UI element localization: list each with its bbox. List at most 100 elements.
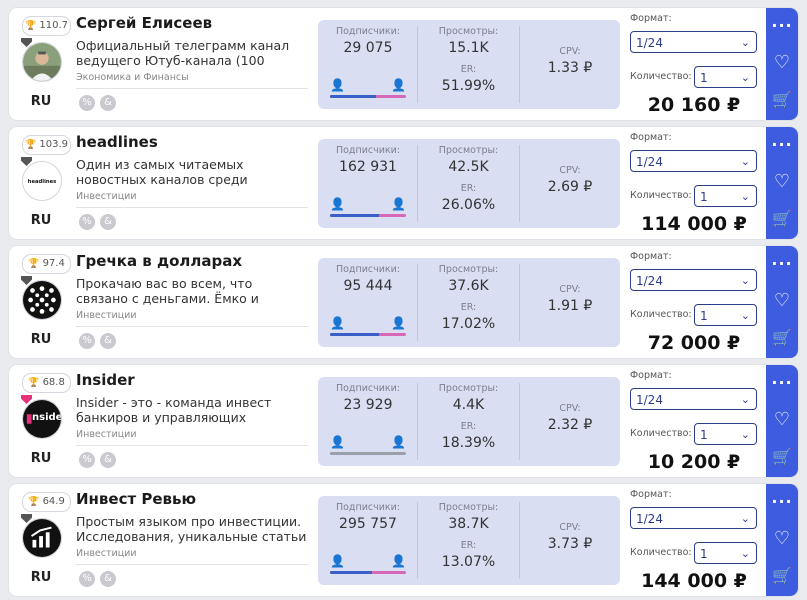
gender-distribution: 👤 👤 bbox=[330, 554, 406, 574]
add-to-cart-icon[interactable]: 🛒 bbox=[772, 447, 792, 466]
gender-distribution: 👤 👤 bbox=[330, 316, 406, 336]
format-select[interactable]: 1/24 ⌄ bbox=[630, 388, 757, 410]
rating-value: 64.9 bbox=[42, 496, 65, 507]
handshake-icon[interactable]: & bbox=[100, 333, 116, 349]
channel-avatar[interactable] bbox=[22, 280, 62, 320]
percent-icon[interactable]: % bbox=[79, 571, 95, 587]
percent-icon[interactable]: % bbox=[79, 452, 95, 468]
chevron-down-icon: ⌄ bbox=[740, 155, 750, 168]
gender-distribution: 👤 👤 bbox=[330, 78, 406, 98]
heart-icon[interactable]: ♡ bbox=[773, 290, 791, 311]
views-value: 4.4K bbox=[452, 397, 485, 413]
actions-column: ··· ♡ 🛒 bbox=[766, 246, 798, 358]
channel-card[interactable]: 🏆 64.9 RU Инвест Ревью Простым языком пр… bbox=[9, 484, 798, 596]
female-icon: 👤 bbox=[391, 78, 406, 92]
heart-icon[interactable]: ♡ bbox=[773, 171, 791, 192]
price: 10 200 ₽ bbox=[647, 451, 741, 473]
chevron-down-icon: ⌄ bbox=[740, 309, 750, 322]
channel-title[interactable]: Гречка в долларах bbox=[76, 252, 243, 270]
stats-panel: Подписчики: 23 929 👤 👤 Просмотры: 4.4K E… bbox=[318, 377, 620, 466]
language-label: RU bbox=[30, 94, 52, 109]
cpv-label: CPV: bbox=[559, 403, 581, 414]
avatar-logo-text: nsider bbox=[32, 412, 62, 423]
channel-avatar[interactable] bbox=[22, 518, 62, 558]
views-label: Просмотры: bbox=[438, 26, 499, 37]
quantity-select[interactable]: 1 ⌄ bbox=[694, 304, 757, 326]
quantity-select[interactable]: 1 ⌄ bbox=[694, 423, 757, 445]
format-select[interactable]: 1/24 ⌄ bbox=[630, 269, 757, 291]
format-label: Формат: bbox=[630, 489, 672, 500]
handshake-icon[interactable]: & bbox=[100, 452, 116, 468]
quantity-select[interactable]: 1 ⌄ bbox=[694, 542, 757, 564]
rating-value: 110.7 bbox=[39, 20, 69, 31]
cpv-value: 3.73 ₽ bbox=[547, 536, 593, 552]
channel-card[interactable]: 🏆 103.9 headlines RU headlines Один из с… bbox=[9, 127, 798, 239]
format-select[interactable]: 1/24 ⌄ bbox=[630, 150, 757, 172]
trophy-icon: 🏆 bbox=[24, 21, 37, 31]
cpv-label: CPV: bbox=[559, 165, 581, 176]
divider bbox=[76, 88, 308, 89]
more-icon[interactable]: ··· bbox=[771, 16, 793, 35]
stats-panel: Подписчики: 95 444 👤 👤 Просмотры: 37.6K … bbox=[318, 258, 620, 347]
price: 72 000 ₽ bbox=[647, 332, 741, 354]
add-to-cart-icon[interactable]: 🛒 bbox=[772, 328, 792, 347]
channel-card[interactable]: 🏆 110.7 RU Сергей Елисеев Официальный те… bbox=[9, 8, 798, 120]
percent-icon[interactable]: % bbox=[79, 214, 95, 230]
add-to-cart-icon[interactable]: 🛒 bbox=[772, 209, 792, 228]
format-value: 1/24 bbox=[636, 393, 663, 407]
heart-icon[interactable]: ♡ bbox=[773, 409, 791, 430]
more-icon[interactable]: ··· bbox=[771, 135, 793, 154]
er-label: ER: bbox=[460, 540, 477, 551]
heart-icon[interactable]: ♡ bbox=[773, 528, 791, 549]
chevron-down-icon: ⌄ bbox=[740, 274, 750, 287]
percent-icon[interactable]: % bbox=[79, 333, 95, 349]
er-label: ER: bbox=[460, 64, 477, 75]
channel-card[interactable]: 🏆 68.8 nsider RU Insider Insider - это -… bbox=[9, 365, 798, 477]
female-icon: 👤 bbox=[391, 197, 406, 211]
percent-icon[interactable]: % bbox=[79, 95, 95, 111]
chevron-down-icon: ⌄ bbox=[740, 428, 750, 441]
channel-avatar[interactable]: headlines bbox=[22, 161, 62, 201]
channel-avatar[interactable] bbox=[22, 42, 62, 82]
channel-avatar[interactable]: nsider bbox=[22, 399, 62, 439]
gender-bar bbox=[330, 214, 406, 217]
chevron-down-icon: ⌄ bbox=[740, 190, 750, 203]
format-select[interactable]: 1/24 ⌄ bbox=[630, 31, 757, 53]
handshake-icon[interactable]: & bbox=[100, 95, 116, 111]
views-value: 37.6K bbox=[448, 278, 489, 294]
more-icon[interactable]: ··· bbox=[771, 492, 793, 511]
rating-value: 68.8 bbox=[42, 377, 65, 388]
heart-icon[interactable]: ♡ bbox=[773, 52, 791, 73]
format-select[interactable]: 1/24 ⌄ bbox=[630, 507, 757, 529]
channel-title[interactable]: Сергей Елисеев bbox=[76, 14, 213, 32]
divider bbox=[417, 145, 418, 222]
more-icon[interactable]: ··· bbox=[771, 254, 793, 273]
channel-title[interactable]: Insider bbox=[76, 371, 135, 389]
divider bbox=[519, 264, 520, 341]
actions-column: ··· ♡ 🛒 bbox=[766, 8, 798, 120]
subscribers-label: Подписчики: bbox=[335, 264, 401, 275]
add-to-cart-icon[interactable]: 🛒 bbox=[772, 566, 792, 585]
add-to-cart-icon[interactable]: 🛒 bbox=[772, 90, 792, 109]
er-value: 13.07% bbox=[441, 554, 496, 570]
actions-column: ··· ♡ 🛒 bbox=[766, 365, 798, 477]
headlines-logo-icon: headlines bbox=[23, 162, 61, 200]
trophy-icon: 🏆 bbox=[28, 259, 40, 269]
quantity-select[interactable]: 1 ⌄ bbox=[694, 185, 757, 207]
channel-title[interactable]: headlines bbox=[76, 133, 158, 151]
quantity-select[interactable]: 1 ⌄ bbox=[694, 66, 757, 88]
channel-category: Инвестиции bbox=[76, 310, 137, 321]
gender-distribution: 👤 👤 bbox=[330, 197, 406, 217]
channel-category: Экономика и Финансы bbox=[76, 72, 189, 83]
trophy-icon: 🏆 bbox=[24, 140, 37, 150]
handshake-icon[interactable]: & bbox=[100, 214, 116, 230]
more-icon[interactable]: ··· bbox=[771, 373, 793, 392]
handshake-icon[interactable]: & bbox=[100, 571, 116, 587]
channel-category: Инвестиции bbox=[76, 429, 137, 440]
channel-card[interactable]: 🏆 97.4 RU Гречка в долларах Прокачаю вас… bbox=[9, 246, 798, 358]
quantity-value: 1 bbox=[700, 71, 708, 85]
gender-bar-male-fill bbox=[330, 95, 376, 98]
channel-description: Простым языком про инвестиции. Исследова… bbox=[76, 514, 307, 544]
channel-title[interactable]: Инвест Ревью bbox=[76, 490, 197, 508]
gender-bar-male-fill bbox=[330, 214, 380, 217]
